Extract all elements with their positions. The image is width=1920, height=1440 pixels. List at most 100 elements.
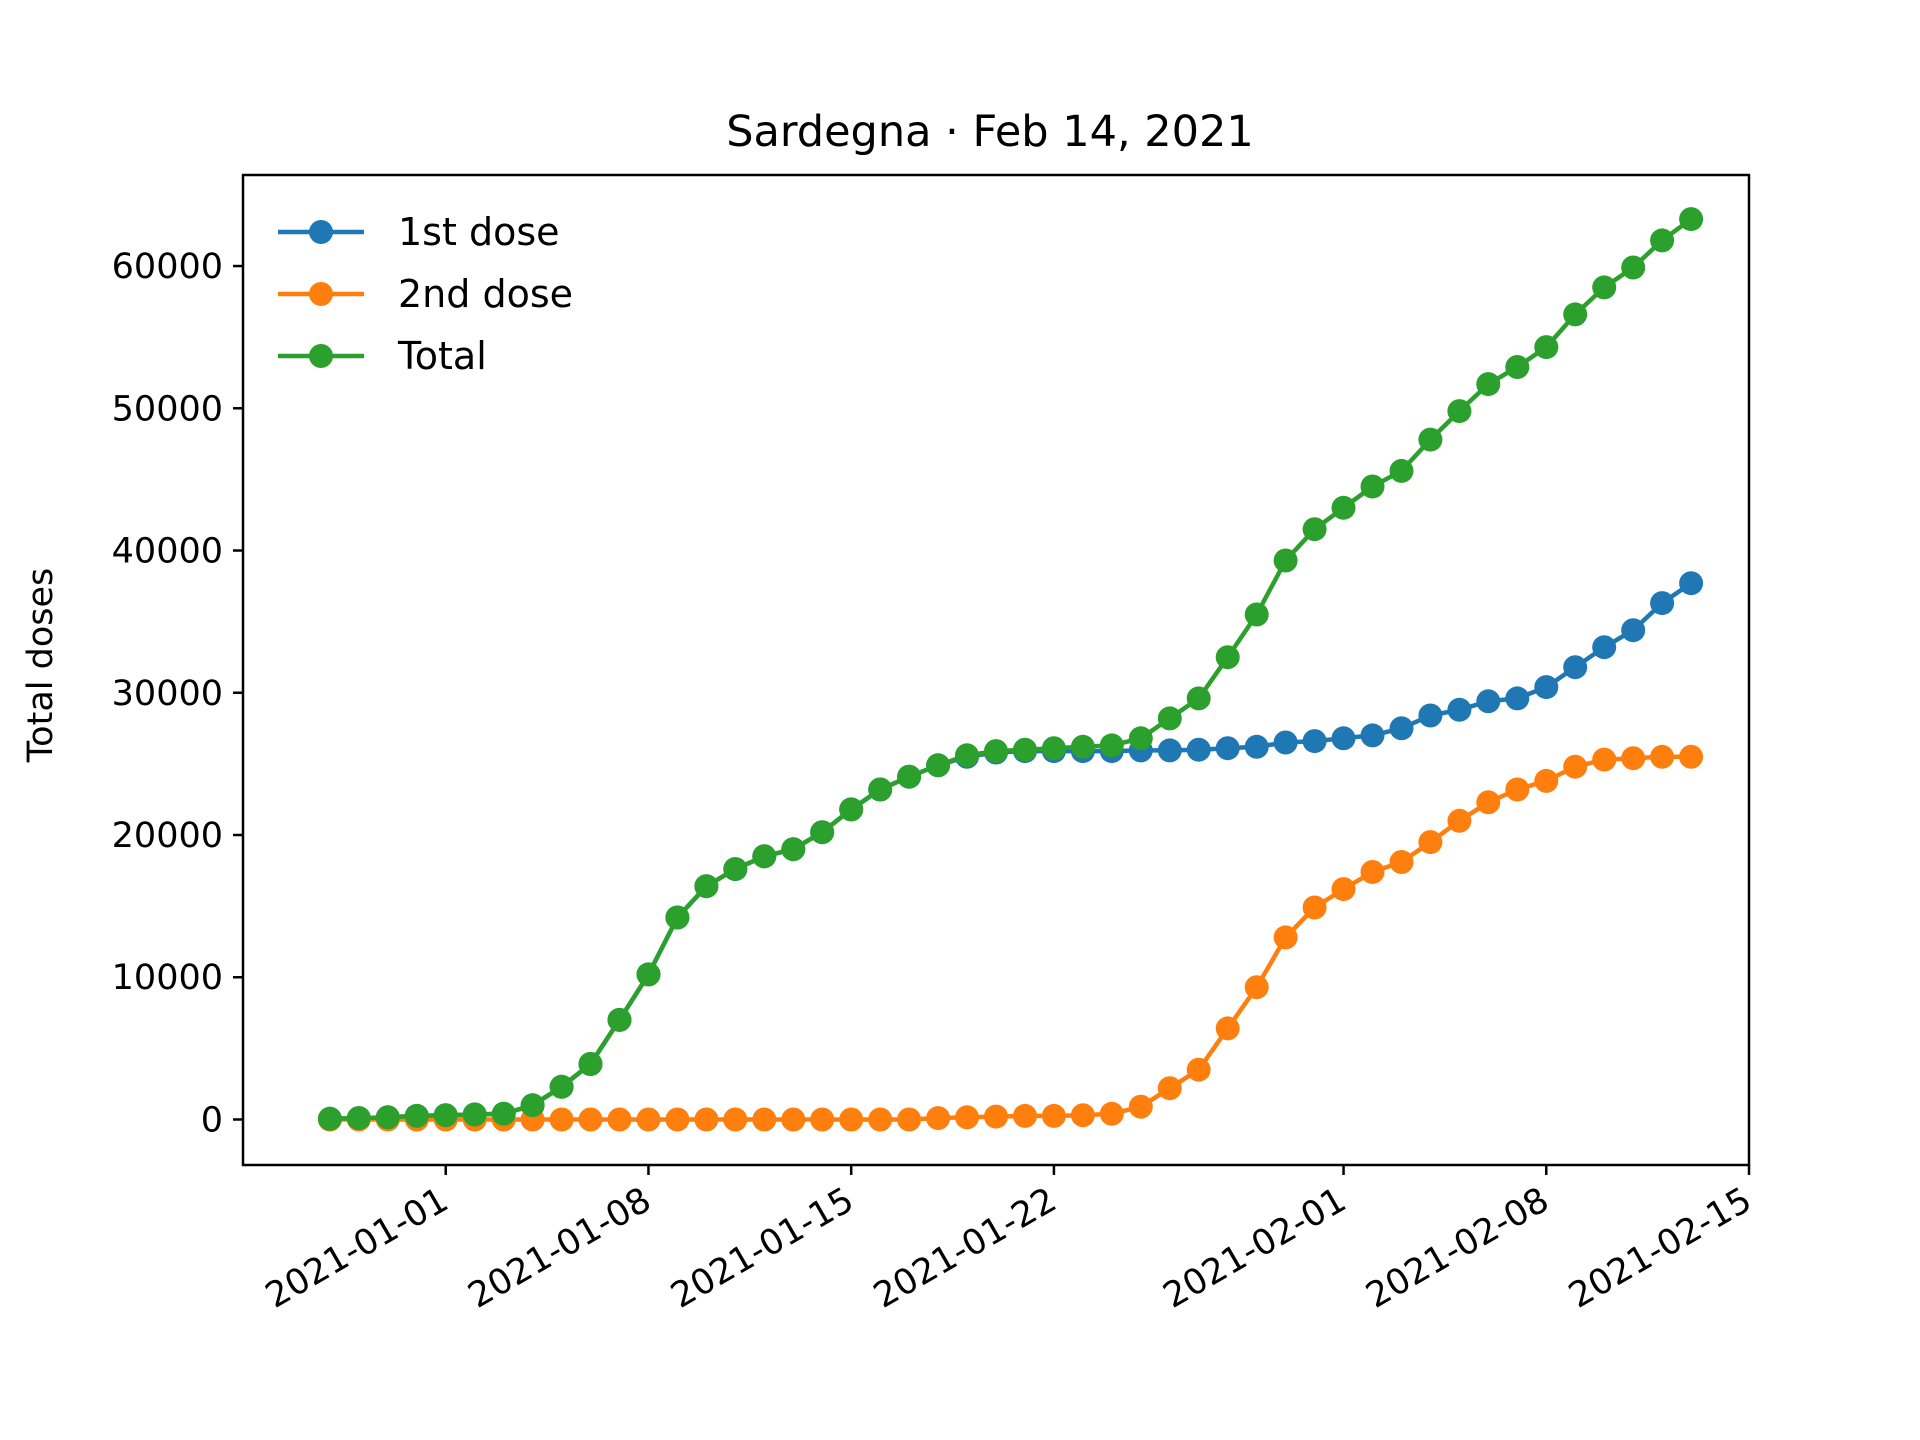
legend-label-total: Total (397, 334, 487, 378)
data-point-total (1013, 737, 1037, 762)
data-point-2nd-dose (1244, 975, 1269, 1000)
data-point-total (1534, 335, 1559, 360)
data-point-total (1186, 686, 1211, 711)
data-point-2nd-dose (984, 1104, 1008, 1129)
data-point-2nd-dose (1621, 746, 1646, 771)
data-point-2nd-dose (752, 1107, 777, 1132)
y-tick-label: 60000 (112, 247, 223, 287)
data-point-total (665, 905, 690, 930)
data-point-2nd-dose (868, 1107, 893, 1132)
data-point-total (868, 777, 893, 802)
data-point-1st-dose (1563, 655, 1588, 680)
x-tick-label: 2021-01-22 (867, 1180, 1063, 1316)
legend-marker-1st-dose (309, 220, 333, 244)
data-point-2nd-dose (1563, 754, 1588, 779)
data-point-1st-dose (1534, 675, 1559, 700)
data-point-2nd-dose (636, 1107, 661, 1132)
data-point-total (346, 1106, 371, 1131)
data-point-2nd-dose (1476, 790, 1501, 815)
data-point-2nd-dose (897, 1107, 922, 1132)
data-point-2nd-dose (1360, 860, 1385, 884)
data-point-total (723, 857, 748, 882)
data-point-2nd-dose (1534, 768, 1559, 793)
series-line-1st-dose (329, 581, 1693, 1122)
y-tick-label: 0 (201, 1100, 223, 1140)
x-tick-label: 2021-01-01 (259, 1180, 455, 1316)
data-point-2nd-dose (549, 1107, 574, 1132)
data-point-total (839, 797, 864, 822)
data-point-total (984, 739, 1008, 764)
data-point-total (520, 1093, 545, 1118)
data-point-1st-dose (1331, 726, 1356, 751)
data-point-1st-dose (1476, 689, 1501, 714)
y-axis-label: Total doses (21, 568, 61, 764)
data-point-total (926, 753, 951, 778)
data-point-total (1563, 302, 1588, 327)
data-point-total (491, 1101, 516, 1126)
data-point-2nd-dose (1041, 1103, 1066, 1128)
data-point-total (404, 1103, 429, 1128)
data-point-total (317, 1106, 342, 1131)
data-point-total (578, 1052, 603, 1076)
data-point-total (1418, 427, 1443, 452)
data-point-total (781, 837, 806, 862)
data-point-2nd-dose (1128, 1094, 1153, 1119)
data-point-2nd-dose (607, 1107, 632, 1132)
data-point-2nd-dose (1650, 744, 1675, 769)
data-point-1st-dose (1650, 591, 1675, 616)
data-point-1st-dose (1389, 716, 1414, 741)
series-line-total (329, 217, 1693, 1122)
data-point-1st-dose (1157, 738, 1182, 763)
y-tick-label: 10000 (112, 958, 223, 998)
data-point-2nd-dose (1505, 777, 1530, 802)
data-point-total (1592, 275, 1617, 300)
data-point-total (636, 962, 661, 987)
data-point-total (607, 1007, 632, 1032)
data-point-total (1505, 355, 1530, 379)
y-tick-label: 30000 (112, 674, 223, 714)
data-point-1st-dose (1273, 730, 1298, 755)
x-tick-label: 2021-02-01 (1157, 1180, 1353, 1316)
legend-label-2nd-dose: 2nd dose (398, 272, 573, 316)
x-tick-label: 2021-02-15 (1562, 1180, 1758, 1316)
data-point-1st-dose (1215, 736, 1240, 761)
data-point-total (897, 764, 922, 789)
data-point-total (549, 1074, 574, 1099)
data-point-1st-dose (1447, 697, 1472, 722)
data-point-total (810, 820, 835, 845)
data-point-1st-dose (1679, 571, 1704, 596)
data-point-2nd-dose (1273, 925, 1298, 950)
data-point-2nd-dose (1215, 1016, 1240, 1041)
data-point-2nd-dose (1418, 830, 1443, 855)
data-point-total (1650, 228, 1675, 253)
plot-area (317, 207, 1704, 1132)
data-point-1st-dose (1592, 635, 1617, 660)
axes: 0 10000 20000 30000 40000 50000 60000 2021-01-0… (112, 173, 1759, 1316)
data-point-1st-dose (1360, 723, 1385, 748)
data-point-total (1244, 602, 1269, 627)
data-point-2nd-dose (665, 1107, 690, 1132)
data-point-total (694, 874, 719, 899)
data-point-1st-dose (1418, 703, 1443, 728)
data-point-2nd-dose (1389, 850, 1414, 874)
data-point-total (752, 844, 777, 869)
data-point-total (1215, 645, 1240, 670)
data-point-total (1128, 726, 1153, 751)
data-point-total (1679, 207, 1704, 232)
data-point-2nd-dose (1592, 747, 1617, 772)
data-point-2nd-dose (839, 1107, 864, 1132)
data-point-total (1476, 372, 1501, 397)
data-point-total (375, 1105, 400, 1130)
data-point-2nd-dose (1331, 877, 1356, 902)
legend-label-1st-dose: 1st dose (398, 210, 560, 254)
data-point-2nd-dose (723, 1107, 748, 1132)
data-point-2nd-dose (955, 1105, 979, 1130)
chart-title: Sardegna · Feb 14, 2021 (726, 107, 1254, 157)
data-point-total (433, 1103, 458, 1128)
data-point-2nd-dose (1157, 1076, 1182, 1101)
data-point-total (1621, 255, 1646, 280)
axes-frame (241, 173, 1751, 1167)
data-point-2nd-dose (1447, 808, 1472, 833)
data-point-1st-dose (1186, 737, 1211, 762)
